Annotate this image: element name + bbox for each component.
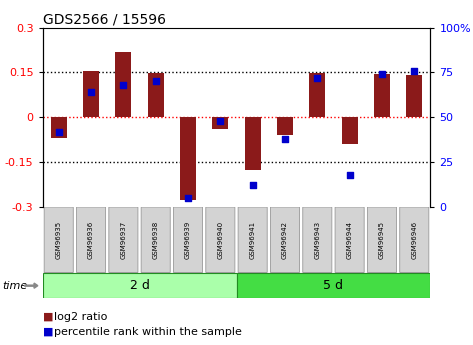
Point xyxy=(87,89,95,95)
FancyBboxPatch shape xyxy=(44,207,73,273)
Text: ■: ■ xyxy=(43,312,53,322)
Point xyxy=(249,183,256,188)
Point xyxy=(184,195,192,201)
FancyBboxPatch shape xyxy=(141,207,170,273)
Text: GSM96935: GSM96935 xyxy=(56,221,62,259)
Text: GSM96938: GSM96938 xyxy=(153,221,159,259)
FancyBboxPatch shape xyxy=(400,207,429,273)
Text: GSM96944: GSM96944 xyxy=(347,221,353,259)
FancyBboxPatch shape xyxy=(174,207,202,273)
Text: GSM96946: GSM96946 xyxy=(411,221,417,259)
FancyBboxPatch shape xyxy=(368,207,396,273)
Text: GSM96939: GSM96939 xyxy=(185,221,191,259)
Bar xyxy=(43,273,236,298)
Text: GSM96941: GSM96941 xyxy=(250,221,256,259)
Point xyxy=(378,71,386,77)
Bar xyxy=(212,117,228,129)
FancyBboxPatch shape xyxy=(206,207,235,273)
FancyBboxPatch shape xyxy=(271,207,299,273)
FancyBboxPatch shape xyxy=(77,207,105,273)
Text: GSM96937: GSM96937 xyxy=(120,221,126,259)
Text: ■: ■ xyxy=(43,327,53,337)
FancyBboxPatch shape xyxy=(238,207,267,273)
Point xyxy=(217,118,224,124)
Bar xyxy=(83,71,99,117)
Bar xyxy=(406,75,422,117)
Text: time: time xyxy=(2,281,27,290)
FancyBboxPatch shape xyxy=(109,207,138,273)
Text: 5 d: 5 d xyxy=(324,279,343,292)
Point xyxy=(120,82,127,88)
Bar xyxy=(236,273,430,298)
Bar xyxy=(342,117,358,144)
Text: log2 ratio: log2 ratio xyxy=(54,312,108,322)
Bar xyxy=(374,74,390,117)
Text: GDS2566 / 15596: GDS2566 / 15596 xyxy=(43,12,166,27)
Point xyxy=(281,136,289,141)
Text: GSM96940: GSM96940 xyxy=(217,221,223,259)
Text: 2 d: 2 d xyxy=(130,279,149,292)
Bar xyxy=(51,117,67,138)
Bar xyxy=(245,117,261,170)
FancyBboxPatch shape xyxy=(335,207,364,273)
Bar xyxy=(180,117,196,199)
Point xyxy=(346,172,353,177)
Bar xyxy=(148,73,164,117)
Text: GSM96945: GSM96945 xyxy=(379,221,385,259)
Point xyxy=(55,129,62,135)
Bar xyxy=(277,117,293,135)
Point xyxy=(411,68,418,73)
Text: GSM96936: GSM96936 xyxy=(88,221,94,259)
Text: percentile rank within the sample: percentile rank within the sample xyxy=(54,327,242,337)
Bar xyxy=(309,73,325,117)
Point xyxy=(152,79,159,84)
FancyBboxPatch shape xyxy=(303,207,332,273)
Text: GSM96942: GSM96942 xyxy=(282,221,288,259)
Text: GSM96943: GSM96943 xyxy=(314,221,320,259)
Point xyxy=(314,75,321,81)
Bar xyxy=(115,51,131,117)
